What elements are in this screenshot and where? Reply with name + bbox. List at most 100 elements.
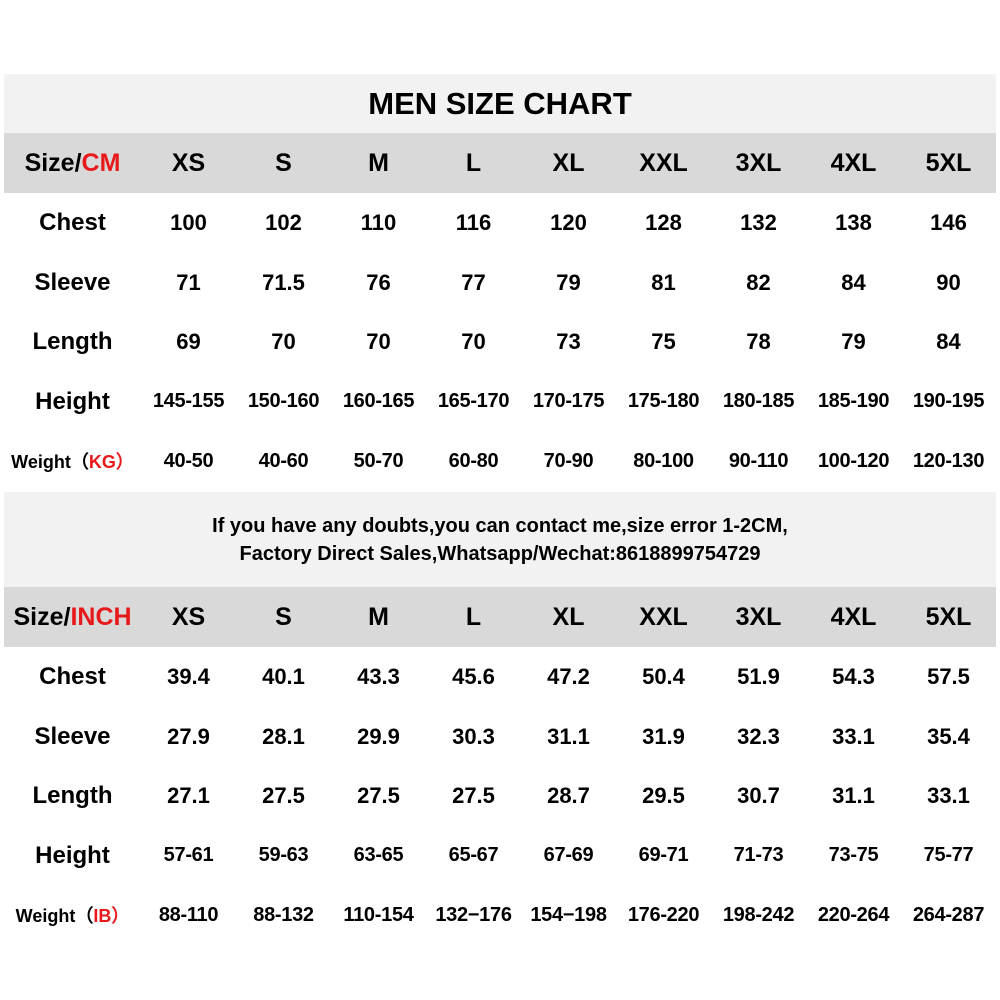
table-cell: 70-90 (543, 449, 594, 472)
table-cell: 30.3 (452, 723, 495, 749)
table-row-height: Height 145-155 150-160 160-165 165-170 170-17… (4, 372, 996, 432)
size-header-xl: XL (552, 602, 585, 631)
table-cell: 264-287 (912, 903, 985, 926)
chart-title: MEN SIZE CHART (4, 74, 996, 133)
header-prefix: Size/ (13, 602, 71, 631)
table-cell: 71-73 (733, 844, 784, 866)
table-cell: 69-71 (638, 844, 689, 866)
table-cell: 33.1 (832, 723, 875, 749)
table-cell: 198-242 (722, 903, 795, 926)
table-row-length: Length 69 70 70 70 73 75 78 79 84 (4, 312, 996, 372)
table-cell: 150-160 (247, 390, 320, 412)
size-header-4xl: 4XL (830, 602, 877, 631)
row-label-unit: KG (88, 452, 116, 472)
row-label-text: Weight（ (11, 452, 89, 472)
table-cell: 79 (841, 329, 866, 354)
table-cell: 90-110 (728, 449, 789, 472)
table-cell: 110-154 (343, 903, 414, 926)
table-cell: 39.4 (167, 664, 210, 689)
table-cell: 35.4 (927, 723, 970, 749)
row-label: Height (4, 388, 141, 416)
table-cell: 176-220 (627, 903, 700, 926)
table-cell: 75 (651, 329, 676, 354)
table-cell: 120-130 (912, 449, 985, 472)
size-header-m: M (368, 148, 389, 177)
row-label-text: Height (35, 387, 110, 415)
cm-table-header-row: Size/CM XS S M L XL XXL 3XL 4XL 5XL (4, 133, 996, 193)
table-cell: 27.5 (262, 783, 305, 808)
row-label-unit: IB (93, 906, 112, 926)
row-label-text: Sleeve (34, 722, 111, 750)
table-cell: 33.1 (927, 783, 970, 808)
table-cell: 88-132 (253, 903, 314, 926)
row-label-text: Length (32, 782, 113, 809)
table-cell: 27.5 (452, 783, 495, 808)
row-label: Weight（IB） (4, 902, 141, 928)
table-cell: 180-185 (722, 390, 795, 412)
size-header-xs: XS (171, 602, 206, 631)
table-cell: 27.5 (357, 783, 400, 808)
size-header-xxl: XXL (639, 602, 688, 631)
inch-header-band (4, 587, 996, 647)
row-label: Length (4, 328, 141, 356)
header-unit: INCH (70, 602, 132, 631)
size-header-3xl: 3XL (735, 148, 782, 177)
table-cell: 70 (461, 329, 486, 354)
header-label: Size/INCH (4, 603, 141, 632)
table-cell: 50-70 (353, 449, 404, 472)
table-cell: 69 (176, 329, 201, 354)
row-label: Chest (4, 209, 141, 237)
table-cell: 65-67 (448, 844, 499, 866)
table-cell: 73-75 (828, 844, 879, 866)
size-header-xxl: XXL (639, 148, 688, 177)
table-cell: 71 (176, 269, 201, 295)
cm-header-band (4, 133, 996, 193)
table-cell: 138 (835, 210, 872, 235)
inch-table-header-row: Size/INCH XS S M L XL XXL 3XL 4XL 5XL (4, 587, 996, 647)
size-header-l: L (465, 148, 482, 177)
table-row-chest: Chest 39.4 40.1 43.3 45.6 47.2 50.4 51.9 54.3 57.… (4, 647, 996, 707)
table-cell: 57.5 (927, 664, 970, 689)
header-unit: CM (81, 148, 121, 177)
size-header-s: S (275, 148, 292, 177)
table-cell: 100-120 (817, 449, 890, 472)
table-cell: 27.1 (167, 783, 210, 808)
table-cell: 78 (746, 329, 771, 354)
size-header-5xl: 5XL (925, 148, 972, 177)
table-cell: 71.5 (262, 269, 305, 295)
size-header-xs: XS (171, 148, 206, 177)
table-cell: 220-264 (817, 903, 890, 926)
table-row-sleeve: Sleeve 27.9 28.1 29.9 30.3 31.1 31.9 32.3 33.1 35… (4, 707, 996, 767)
header-prefix: Size/ (24, 148, 82, 177)
table-cell: 132 (740, 210, 777, 235)
size-header-m: M (368, 602, 389, 631)
table-cell: 160-165 (342, 390, 415, 412)
table-cell: 154−198 (530, 903, 607, 926)
table-row-chest: Chest 100 102 110 116 120 128 132 138 146 (4, 193, 996, 253)
table-cell: 170-175 (532, 390, 605, 412)
row-label: Height (4, 842, 141, 870)
row-label: Weight（KG） (4, 448, 141, 474)
row-label: Sleeve (4, 723, 141, 751)
table-cell: 84 (841, 269, 866, 295)
table-cell: 70 (271, 329, 296, 354)
table-cell: 77 (461, 269, 486, 295)
table-cell: 145-155 (152, 390, 225, 412)
table-cell: 51.9 (737, 664, 780, 689)
row-label-text: Length (32, 328, 113, 355)
table-cell: 120 (550, 210, 587, 235)
table-row-weight: Weight（KG） 40-50 40-60 50-70 60-80 70-90 80-10… (4, 431, 996, 491)
note-line-1: If you have any doubts,you can contact m… (212, 514, 788, 537)
table-row-weight: Weight（IB） 88-110 88-132 110-154 132−176 154−… (4, 885, 996, 945)
table-cell: 81 (651, 269, 676, 295)
table-cell: 165-170 (437, 390, 510, 412)
table-cell: 73 (556, 329, 581, 354)
table-cell: 80-100 (633, 449, 694, 472)
table-cell: 30.7 (737, 783, 780, 808)
header-label: Size/CM (4, 149, 141, 178)
table-cell: 54.3 (832, 664, 875, 689)
table-row-height: Height 57-61 59-63 63-65 65-67 67-69 69-71 71-7… (4, 826, 996, 886)
table-cell: 102 (265, 210, 302, 235)
table-cell: 43.3 (357, 664, 400, 689)
table-cell: 88-110 (158, 903, 219, 926)
